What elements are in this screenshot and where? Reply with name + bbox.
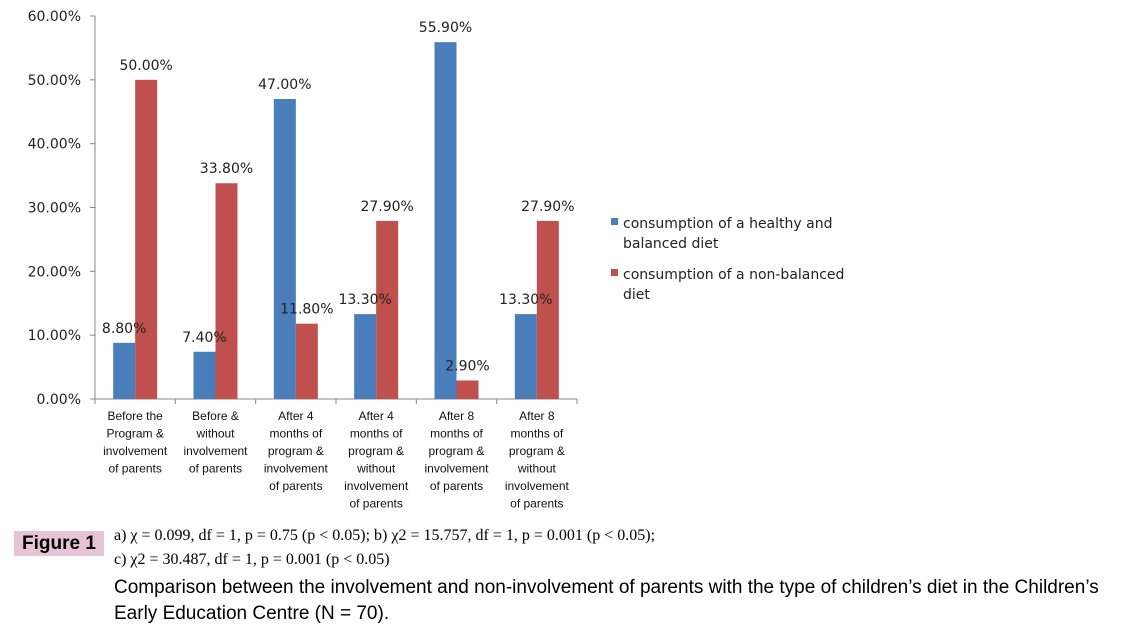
statistics-line-2: c) χ2 = 30.487, df = 1, p = 0.001 (p < 0… [114, 551, 390, 568]
legend-swatch [611, 218, 618, 225]
x-axis: Before the Program & involvement of parents… [94, 398, 578, 511]
bar-healthy [434, 42, 457, 400]
y-axis: 0.00% 10.00% 20.00% 30.00% 40.00% 50.00% 60.00… [28, 9, 96, 408]
y-tick-label: 10.00% [28, 328, 81, 344]
bars [113, 42, 559, 400]
statistics-line-1: a) χ = 0.099, df = 1, p = 0.75 (p < 0.05… [114, 527, 656, 544]
x-tick-label: After 8 months of program & without involvem… [505, 409, 570, 511]
x-tick-label: After 8 months of program & involvement of p… [424, 409, 489, 493]
data-label: 13.30% [499, 292, 552, 308]
x-tick-label: After 4 months of program & without involvem… [344, 409, 409, 511]
bar-healthy [113, 342, 136, 399]
x-tick-label: Before the Program & involvement of parents [103, 409, 168, 476]
x-tick-label: After 4 months of program & involvement of p… [264, 409, 329, 493]
bar-non-balanced [135, 79, 158, 399]
legend: consumption of a healthy and balanced die… [611, 216, 844, 303]
bar-healthy [273, 98, 296, 399]
y-tick-label: 60.00% [28, 9, 81, 25]
bar-non-balanced [376, 220, 399, 399]
x-tick-label: Before & without involvement of parents [183, 409, 248, 476]
bar-healthy [354, 314, 377, 399]
figure-label: Figure 1 [14, 531, 104, 556]
bar-healthy [193, 351, 216, 399]
y-tick-label: 30.00% [28, 201, 81, 217]
y-tick-label: 40.00% [28, 137, 81, 153]
data-label: 11.80% [280, 302, 333, 318]
data-label: 33.80% [200, 161, 253, 177]
bar-non-balanced [536, 220, 559, 399]
data-labels: 8.80% 7.40% 47.00% 13.30% 55.90% 13.30% 50.00%… [102, 20, 575, 374]
y-tick-label: 0.00% [37, 392, 81, 408]
y-tick-label: 20.00% [28, 264, 81, 280]
data-label: 47.00% [258, 77, 311, 93]
data-label: 13.30% [338, 292, 391, 308]
bar-non-balanced [295, 323, 318, 399]
data-label: 27.90% [360, 199, 413, 215]
bar-non-balanced [215, 183, 238, 399]
legend-label: consumption of a non-balanced diet [623, 267, 844, 303]
legend-label: consumption of a healthy and balanced die… [623, 216, 832, 252]
y-tick-label: 50.00% [28, 73, 81, 89]
bar-non-balanced [456, 380, 479, 399]
legend-swatch [611, 269, 618, 276]
data-label: 2.90% [445, 358, 489, 374]
bar-healthy [514, 314, 537, 399]
bar-chart: 0.00% 10.00% 20.00% 30.00% 40.00% 50.00% 60.00… [28, 9, 845, 511]
data-label: 50.00% [119, 58, 172, 74]
data-label: 27.90% [521, 199, 574, 215]
data-label: 8.80% [102, 321, 146, 337]
figure-caption: Comparison between the involvement and n… [114, 577, 1099, 624]
data-label: 55.90% [419, 20, 472, 36]
data-label: 7.40% [182, 330, 226, 346]
